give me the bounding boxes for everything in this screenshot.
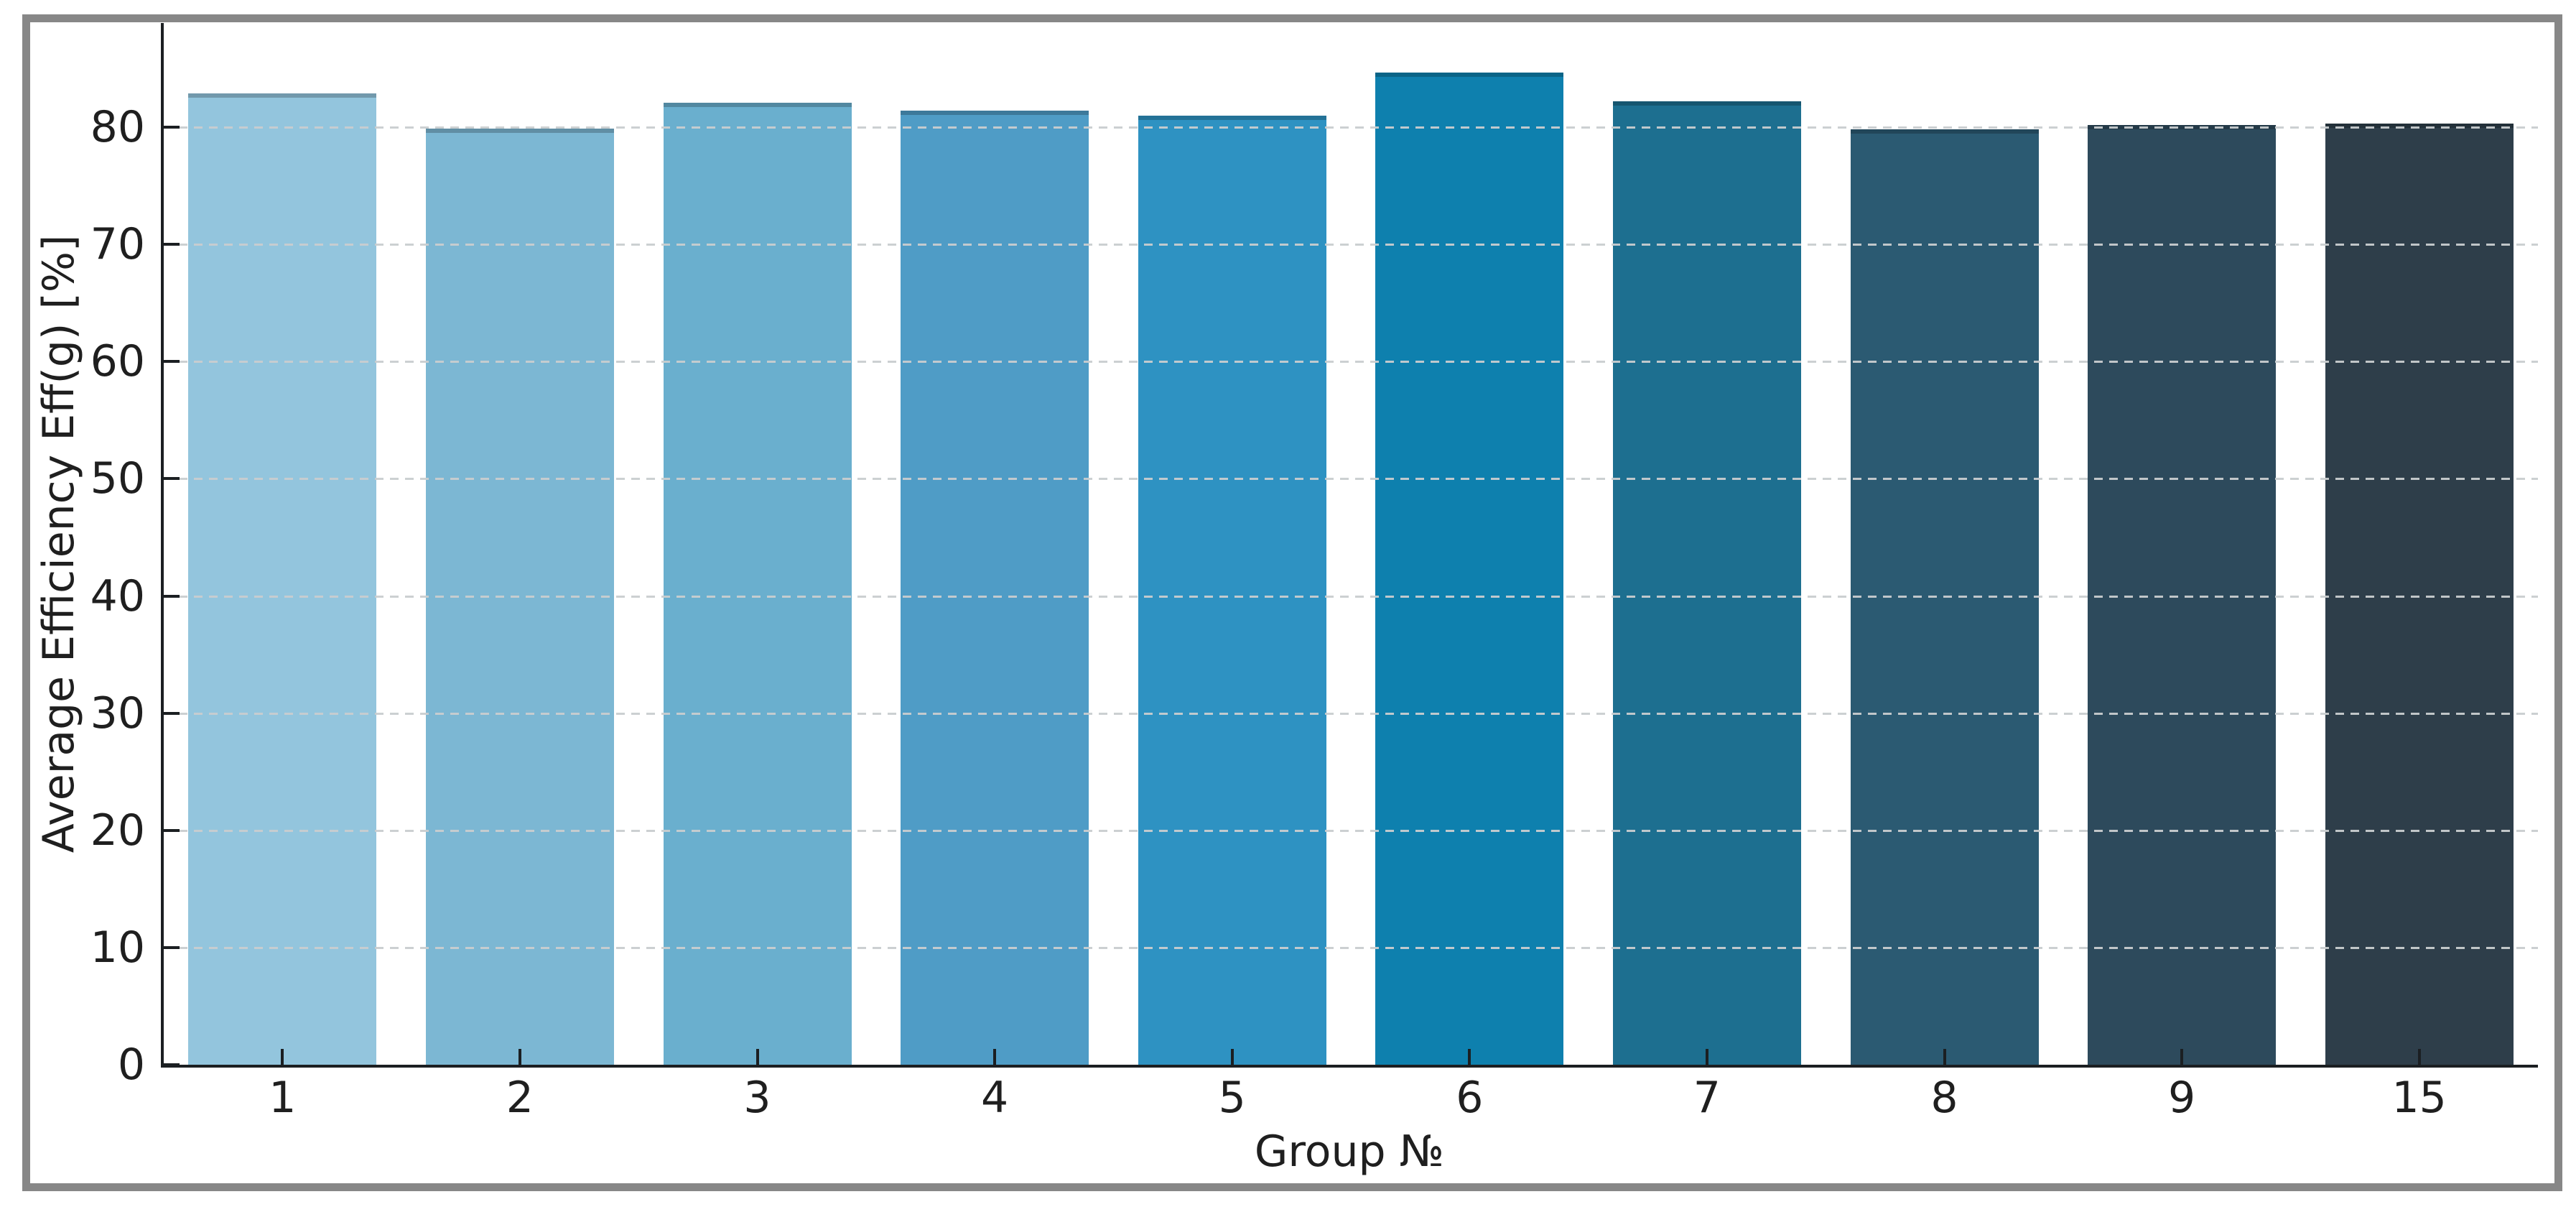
gridline-y-10 (164, 946, 2538, 949)
x-tick-label-2: 2 (506, 1073, 534, 1123)
gridline-y-50 (164, 478, 2538, 481)
y-tick-mark-10 (164, 945, 180, 949)
x-tick-label-8: 8 (1930, 1073, 1958, 1123)
x-tick-mark-4 (993, 1049, 997, 1065)
y-tick-label-80: 80 (90, 102, 145, 153)
y-tick-label-40: 40 (90, 570, 145, 621)
x-tick-label-5: 5 (1218, 1073, 1246, 1123)
x-tick-mark-15 (2417, 1049, 2421, 1065)
x-tick-mark-2 (518, 1049, 521, 1065)
x-tick-mark-8 (1943, 1049, 1946, 1065)
x-tick-label-9: 9 (2168, 1073, 2196, 1123)
y-tick-label-60: 60 (90, 336, 145, 387)
bar-group-7 (1612, 101, 1801, 1065)
y-tick-mark-20 (164, 828, 180, 832)
y-tick-label-50: 50 (90, 453, 145, 504)
gridline-y-70 (164, 244, 2538, 246)
y-tick-label-70: 70 (90, 219, 145, 270)
bar-group-4 (901, 111, 1089, 1065)
y-axis-title: Average Efficiency Eff(g) [%] (34, 234, 84, 854)
x-tick-mark-5 (1230, 1049, 1234, 1065)
y-tick-label-10: 10 (90, 922, 145, 973)
x-tick-mark-9 (2180, 1049, 2184, 1065)
gridline-y-80 (164, 126, 2538, 129)
y-tick-mark-40 (164, 594, 180, 598)
bar-group-5 (1138, 115, 1326, 1065)
y-tick-mark-60 (164, 360, 180, 364)
bar-group-9 (2088, 124, 2277, 1065)
y-tick-mark-70 (164, 243, 180, 246)
y-tick-mark-30 (164, 711, 180, 715)
y-tick-mark-80 (164, 126, 180, 129)
bar-group-3 (663, 102, 852, 1065)
gridline-y-60 (164, 361, 2538, 364)
gridline-y-20 (164, 829, 2538, 832)
x-tick-mark-1 (281, 1049, 284, 1065)
y-tick-label-0: 0 (117, 1040, 145, 1090)
gridline-y-40 (164, 595, 2538, 598)
x-tick-label-3: 3 (743, 1073, 771, 1123)
x-axis-title: Group № (1254, 1127, 1445, 1177)
x-tick-label-7: 7 (1693, 1073, 1721, 1123)
x-tick-label-1: 1 (269, 1073, 297, 1123)
y-tick-label-30: 30 (90, 688, 145, 739)
plot-area (161, 23, 2538, 1068)
bar-group-6 (1375, 72, 1564, 1065)
bar-group-1 (188, 93, 377, 1065)
y-tick-mark-50 (164, 477, 180, 481)
y-tick-label-20: 20 (90, 805, 145, 856)
x-tick-label-6: 6 (1456, 1073, 1484, 1123)
bar-group-15 (2325, 124, 2514, 1065)
y-tick-mark-0 (164, 1063, 180, 1066)
x-tick-mark-6 (1468, 1049, 1471, 1065)
x-tick-label-15: 15 (2391, 1073, 2447, 1123)
x-tick-mark-7 (1705, 1049, 1708, 1065)
x-tick-label-4: 4 (981, 1073, 1009, 1123)
x-tick-mark-3 (755, 1049, 759, 1065)
gridline-y-30 (164, 712, 2538, 715)
